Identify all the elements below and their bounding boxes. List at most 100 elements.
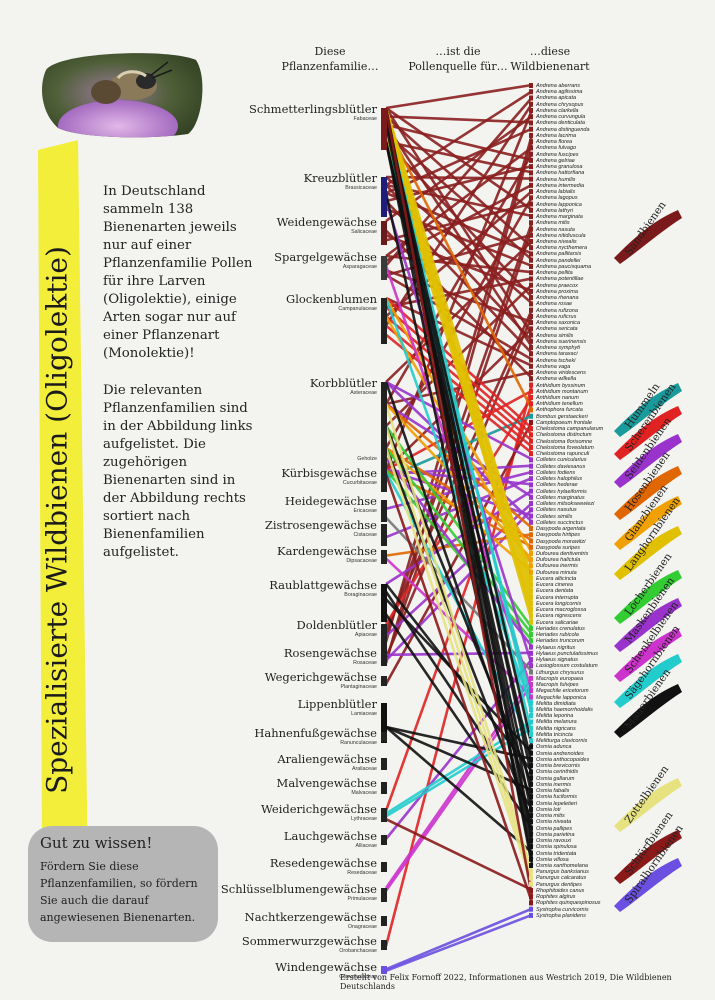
bee-species-bar — [529, 469, 533, 475]
bee-species-bar — [529, 538, 533, 544]
bee-group-tag — [614, 526, 682, 580]
bee-photo — [42, 53, 203, 138]
plant-family-bar — [381, 916, 387, 926]
credit-line: Erstellt von Felix Fornoff 2022, Informa… — [340, 973, 672, 991]
link-line — [385, 106, 533, 211]
link-line — [385, 123, 533, 162]
bee-species-bar — [529, 494, 533, 500]
bee-species-bar — [529, 526, 533, 532]
bee-group-tag — [614, 434, 682, 488]
bee-species-bar — [529, 139, 533, 145]
link-line — [385, 818, 533, 892]
bee-species-bar — [529, 769, 533, 775]
bee-species-bar — [529, 813, 533, 819]
bee-species-bar — [529, 145, 533, 151]
bee-species-bar — [529, 426, 533, 432]
bee-species-bar — [529, 320, 533, 326]
bee-species-bar — [529, 189, 533, 195]
link-line — [385, 115, 533, 124]
bee-species-bar — [529, 476, 533, 482]
bee-species-bar — [529, 619, 533, 625]
bee-species-bar — [529, 444, 533, 450]
column-header-bee-species: …diese Wildbienenart — [510, 45, 590, 73]
bee-species-bar — [529, 669, 533, 675]
bee-species-bar — [529, 644, 533, 650]
link-line — [384, 124, 534, 348]
plant-family-bar — [381, 652, 387, 666]
bee-species-bar — [529, 513, 533, 519]
link-line — [385, 725, 533, 792]
bee-species-bar — [529, 756, 533, 762]
bee-group-tag — [614, 570, 682, 624]
plant-family-bar — [381, 782, 387, 794]
bee-species-bar — [529, 126, 533, 132]
link-line — [384, 107, 534, 336]
bee-species-bar — [529, 806, 533, 812]
bee-species-bar — [529, 819, 533, 825]
plant-family-bar — [381, 382, 387, 492]
bee-group-tag — [614, 778, 682, 832]
bee-species-bar — [529, 488, 533, 494]
link-line — [385, 324, 533, 448]
tip-title: Gut zu wissen! — [40, 834, 153, 852]
link-lines — [384, 83, 534, 973]
bee-species-bar — [529, 713, 533, 719]
bee-species-bar — [529, 800, 533, 806]
plant-family-bar — [381, 500, 387, 522]
bee-species-bar — [529, 482, 533, 488]
bee-species-bar — [529, 869, 533, 875]
bee-species-bar — [529, 239, 533, 244]
link-line — [385, 913, 533, 973]
bee-species-bar — [529, 763, 533, 769]
bee-species-bar — [529, 887, 533, 893]
intro-paragraph-1: In Deutschland sammeln 138 Bienenarten j… — [103, 184, 253, 361]
title-highlight-band — [38, 140, 88, 900]
bee-species-bar — [529, 688, 533, 694]
bee-species-bar — [529, 313, 533, 319]
bee-species-bar — [529, 207, 533, 213]
bee-species-bar — [529, 657, 533, 663]
bee-group-tag — [614, 684, 682, 738]
link-line — [384, 107, 534, 897]
bee-species-bar — [529, 164, 533, 170]
link-line — [385, 274, 533, 361]
bee-group-tag — [614, 406, 682, 460]
bee-species-bar — [529, 101, 533, 107]
link-line — [384, 590, 534, 810]
bee-species-bar — [529, 582, 533, 588]
bee-species-bar — [529, 831, 533, 837]
link-line — [385, 557, 533, 698]
bee-species-bar — [529, 288, 533, 294]
bee-species-bar — [529, 295, 533, 301]
bee-species-bar — [529, 388, 533, 394]
bee-species-bar — [529, 900, 533, 906]
bee-species-bar — [529, 332, 533, 338]
bee-species-bar — [529, 351, 533, 357]
link-line — [385, 907, 533, 971]
plant-family-bar — [381, 624, 387, 654]
link-line — [384, 109, 534, 471]
bee-species-bar — [529, 89, 533, 95]
bee-species-bar — [529, 338, 533, 344]
bee-species-bar — [529, 419, 533, 425]
plant-family-bar — [381, 108, 387, 150]
bee-species-bar — [529, 700, 533, 706]
bee-species-bar — [529, 563, 533, 569]
bee-species-bar — [529, 413, 533, 419]
bee-species-bar — [529, 363, 533, 369]
bee-species-bar — [529, 326, 533, 332]
bee-species-bar — [529, 83, 533, 88]
bee-species-bar — [529, 245, 533, 251]
bee-species-bar — [529, 226, 533, 232]
bee-species-bar — [529, 650, 533, 656]
link-line — [385, 725, 533, 761]
bee-species-bar — [529, 569, 533, 575]
bee-species-bar — [529, 195, 533, 201]
bee-species-bar — [529, 588, 533, 594]
bee-species-bar — [529, 270, 533, 276]
bee-species-bar — [529, 182, 533, 188]
bee-species-bar — [529, 251, 533, 257]
bee-species-bar — [529, 607, 533, 613]
link-line — [385, 233, 533, 277]
bee-species-bar — [529, 719, 533, 725]
